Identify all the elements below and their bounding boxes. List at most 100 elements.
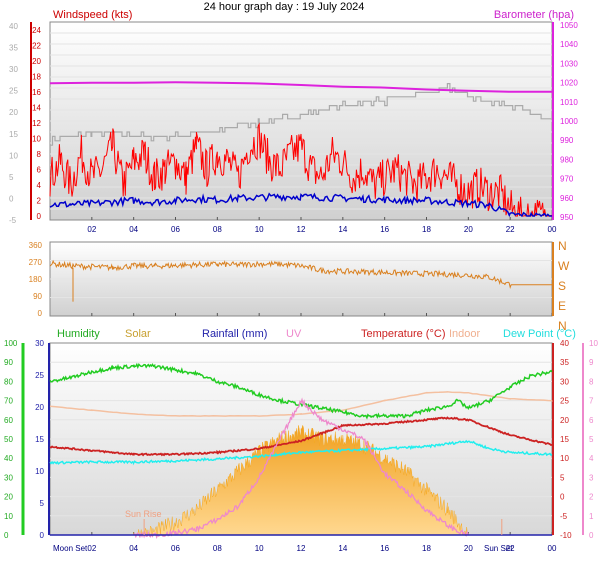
y-tick-label: 5 — [40, 499, 45, 508]
y-tick-label: 8 — [589, 377, 594, 386]
x-tick-label: 22 — [506, 225, 515, 234]
y-tick-label: 16 — [32, 88, 41, 97]
y-tick-label: 90 — [33, 292, 42, 301]
y-tick-label: 100 — [4, 339, 18, 348]
x-tick-label: 14 — [338, 225, 347, 234]
x-tick-label: 12 — [297, 544, 306, 553]
y-tick-label: 4 — [37, 181, 42, 190]
x-tick-label: 02 — [87, 544, 96, 553]
x-tick-label: 12 — [297, 225, 306, 234]
y-tick-label: -10 — [560, 531, 572, 540]
legend-uv: UV — [286, 328, 302, 340]
y-tick-label: 1050 — [560, 21, 578, 30]
wind-title: Windspeed (kts) — [53, 9, 132, 21]
y-tick-label: 6 — [589, 416, 594, 425]
x-tick-label: 20 — [464, 544, 473, 553]
climate-series — [49, 362, 553, 540]
x-tick-label: 16 — [380, 225, 389, 234]
dew-point-c-line — [49, 439, 553, 466]
y-tick-label: 3 — [589, 473, 594, 482]
x-tick-label: 04 — [129, 544, 138, 553]
y-tick-label: 1030 — [560, 59, 578, 68]
y-tick-label: 2 — [589, 493, 594, 502]
y-tick-label: 950 — [560, 213, 574, 222]
y-tick-label: 20 — [35, 403, 44, 412]
y-tick-label: 20 — [32, 57, 41, 66]
x-tick-label: 00 — [548, 225, 557, 234]
y-tick-label: 12 — [32, 119, 41, 128]
y-tick-label: 15 — [35, 435, 44, 444]
y-tick-label: 4 — [589, 454, 594, 463]
y-tick-label: 180 — [29, 275, 43, 284]
x-tick-label: 22 — [506, 544, 515, 553]
barometer-line — [49, 81, 552, 93]
y-tick-label: 20 — [9, 108, 18, 117]
gridlines — [50, 32, 552, 517]
y-tick-label: 1040 — [560, 40, 578, 49]
x-tick-label: 14 — [338, 544, 347, 553]
y-tick-label: 30 — [4, 473, 13, 482]
y-tick-label: 5 — [9, 173, 14, 182]
legend-temperature: Temperature (°C) — [361, 328, 445, 340]
x-tick-label: 20 — [464, 225, 473, 234]
y-tick-label: 0 — [9, 194, 14, 203]
y-tick-label: 18 — [32, 73, 41, 82]
x-tick-label: 00 — [548, 544, 557, 553]
legend-humidity: Humidity — [57, 328, 100, 340]
y-tick-label: 10 — [589, 339, 598, 348]
y-tick-label: 6 — [37, 166, 42, 175]
humidity-line — [49, 362, 553, 420]
y-tick-label: 0 — [560, 493, 565, 502]
x-tick-label: 16 — [380, 544, 389, 553]
y-tick-label: 20 — [4, 493, 13, 502]
y-tick-label: 7 — [589, 397, 594, 406]
y-tick-label: 10 — [4, 512, 13, 521]
y-tick-label: 0 — [40, 531, 45, 540]
y-tick-label: 60 — [4, 416, 13, 425]
y-tick-label: 10 — [32, 135, 41, 144]
axes: 0202040406060808101012121414161618182020… — [4, 21, 598, 553]
y-tick-label: 0 — [589, 531, 594, 540]
y-tick-label: 1020 — [560, 79, 578, 88]
y-tick-label: 40 — [9, 22, 18, 31]
y-tick-label: 2 — [37, 197, 42, 206]
y-tick-label: 15 — [560, 435, 569, 444]
y-tick-label: 8 — [37, 150, 42, 159]
legend-solar: Solar — [125, 328, 151, 340]
y-tick-label: 14 — [32, 104, 41, 113]
y-tick-label: 5 — [560, 473, 565, 482]
legend-rainfall: Rainfall (mm) — [202, 328, 267, 340]
temperature-history-line — [50, 83, 552, 146]
annotation-sun-set: Sun Set — [484, 544, 513, 553]
y-tick-label: 24 — [32, 26, 41, 35]
annotation-sun-rise: Sun Rise — [125, 509, 162, 519]
y-tick-label: 30 — [560, 377, 569, 386]
y-tick-label: -5 — [560, 512, 568, 521]
wind-average-line — [49, 192, 552, 218]
y-tick-label: 70 — [4, 397, 13, 406]
y-tick-label: 970 — [560, 175, 574, 184]
compass-label: N — [558, 239, 567, 253]
y-tick-label: 35 — [560, 358, 569, 367]
y-tick-label: 22 — [32, 42, 41, 51]
y-tick-label: 0 — [38, 309, 43, 318]
y-tick-label: 25 — [560, 397, 569, 406]
wind-series — [49, 81, 553, 218]
x-tick-label: 06 — [171, 544, 180, 553]
x-tick-label: 02 — [87, 225, 96, 234]
y-tick-label: 25 — [35, 371, 44, 380]
barometer-title: Barometer (hpa) — [494, 9, 574, 21]
compass-label: E — [558, 299, 566, 313]
direction-series — [49, 259, 552, 302]
x-tick-label: 18 — [422, 225, 431, 234]
y-tick-label: 0 — [37, 212, 42, 221]
y-tick-label: 990 — [560, 136, 574, 145]
y-tick-label: 1010 — [560, 98, 578, 107]
y-tick-label: 35 — [9, 44, 18, 53]
temperature-c-line — [49, 416, 553, 457]
y-tick-label: 40 — [560, 339, 569, 348]
x-tick-label: 06 — [171, 225, 180, 234]
y-tick-label: 10 — [9, 151, 18, 160]
y-tick-label: 90 — [4, 358, 13, 367]
